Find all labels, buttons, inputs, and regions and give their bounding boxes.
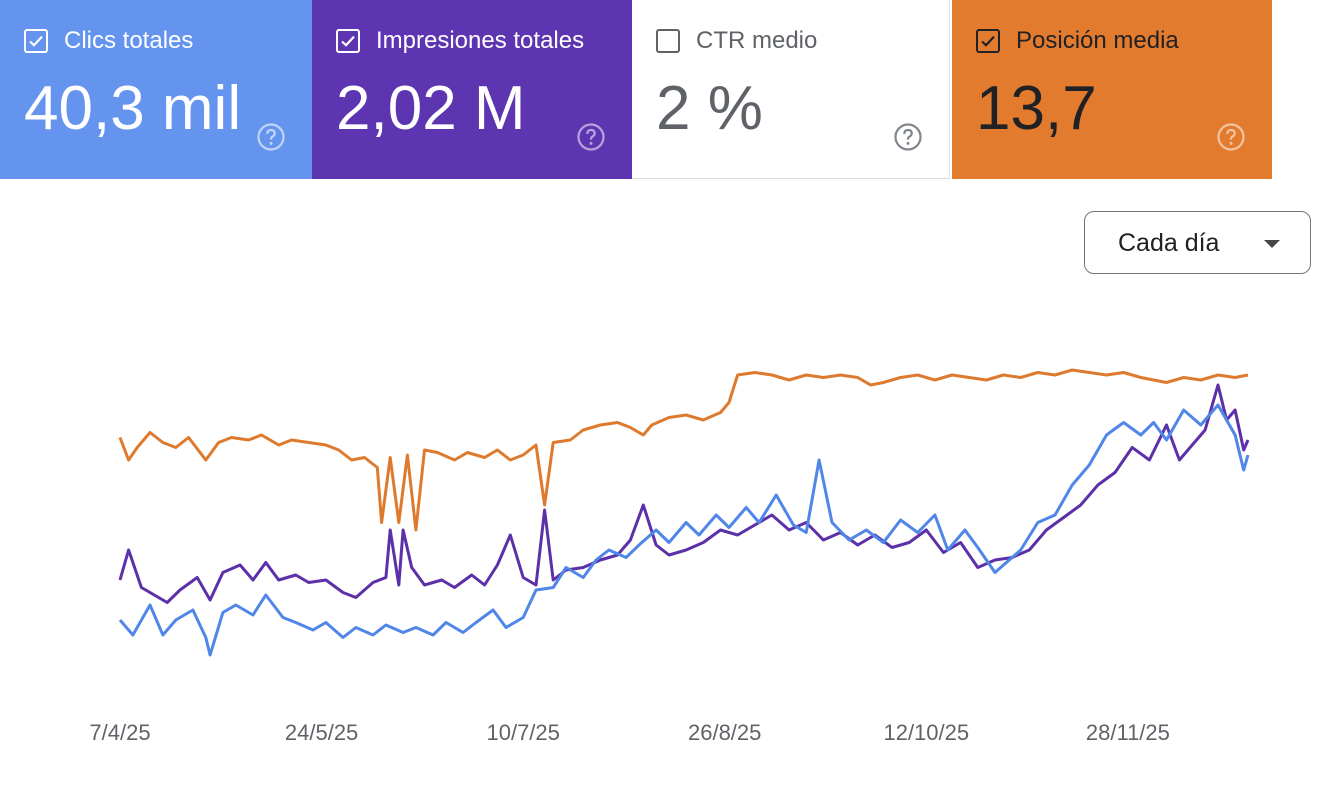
metric-card-average-ctr[interactable]: CTR medio 2 % [632,0,950,179]
metric-card-header: Clics totales [24,27,193,55]
metric-card-header: CTR medio [656,27,817,55]
arrow-drop-down-icon [1264,240,1280,248]
checkbox-icon[interactable] [336,29,360,53]
metric-card-average-position[interactable]: Posición media 13,7 [952,0,1272,179]
metric-card-header: Impresiones totales [336,27,584,55]
granularity-dropdown[interactable]: Cada día [1084,211,1311,274]
metric-label-ctr: CTR medio [696,27,818,54]
checkbox-icon[interactable] [24,29,48,53]
x-tick-label: 12/10/25 [883,720,969,745]
metric-card-total-impressions[interactable]: Impresiones totales 2,02 M [312,0,632,179]
metric-value-ctr: 2 % [656,74,763,143]
metric-value-position: 13,7 [976,74,1097,143]
checkbox-icon[interactable] [976,29,1000,53]
x-tick-label: 28/11/25 [1086,720,1170,745]
series-line-impressions [118,383,1250,604]
metric-label-impressions: Impresiones totales [376,27,585,54]
metric-label-clicks: Clics totales [64,27,194,54]
x-tick-label: 10/7/25 [486,720,559,745]
metric-value-impressions: 2,02 M [336,74,526,143]
metric-label-position: Posición media [1016,27,1179,54]
help-circle-icon[interactable] [576,122,606,152]
x-tick-label: 26/8/25 [688,720,761,745]
granularity-dropdown-label: Cada día [1118,229,1220,257]
x-tick-label: 7/4/25 [89,720,150,745]
help-circle-icon[interactable] [893,122,923,152]
help-circle-icon[interactable] [1216,122,1246,152]
series-line-clicks [118,403,1250,657]
series-line-position [118,368,1249,532]
metric-value-clicks: 40,3 mil [24,74,242,143]
help-circle-icon[interactable] [256,122,286,152]
metric-card-header: Posición media [976,27,1179,55]
metric-card-total-clicks[interactable]: Clics totales 40,3 mil [0,0,312,179]
x-tick-label: 24/5/25 [285,720,358,745]
performance-line-chart: 7/4/25 24/5/25 10/7/25 26/8/25 12/10/25 28/11… [89,368,1250,745]
metric-cards: Clics totales 40,3 mil Impresiones total… [0,0,1272,179]
checkbox-icon[interactable] [656,29,680,53]
